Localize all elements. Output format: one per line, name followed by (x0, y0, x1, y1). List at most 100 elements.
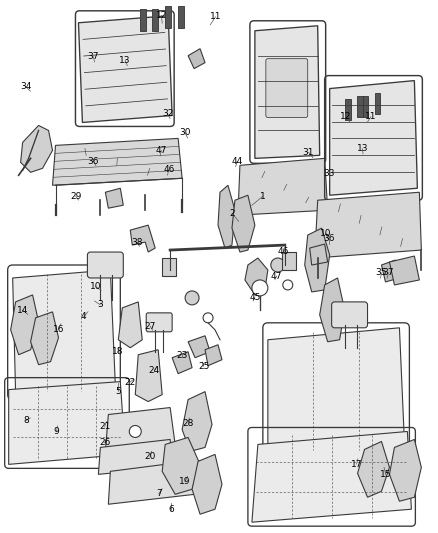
Polygon shape (381, 260, 399, 282)
Text: 21: 21 (99, 423, 110, 431)
Polygon shape (245, 258, 268, 295)
Text: 12: 12 (155, 11, 167, 20)
Text: 37: 37 (383, 269, 394, 277)
Text: 46: 46 (163, 165, 174, 174)
Polygon shape (53, 139, 182, 185)
Polygon shape (305, 228, 330, 292)
Bar (361, 95, 367, 117)
Polygon shape (192, 455, 222, 514)
Polygon shape (182, 392, 212, 451)
Polygon shape (238, 158, 328, 215)
Polygon shape (118, 302, 142, 348)
Text: 1: 1 (260, 192, 265, 201)
Polygon shape (232, 195, 255, 252)
Text: 33: 33 (323, 169, 335, 178)
Text: 11: 11 (210, 12, 221, 21)
Polygon shape (310, 244, 328, 265)
Circle shape (283, 280, 293, 290)
Circle shape (185, 291, 199, 305)
Text: 3: 3 (97, 300, 103, 309)
Bar (345, 99, 350, 120)
Bar (140, 9, 146, 31)
Text: 14: 14 (17, 305, 28, 314)
Polygon shape (268, 328, 404, 455)
Text: 17: 17 (351, 459, 362, 469)
Text: 12: 12 (340, 112, 351, 121)
FancyBboxPatch shape (266, 59, 308, 117)
Text: 22: 22 (124, 378, 135, 387)
Bar (282, 252, 296, 270)
Polygon shape (135, 350, 162, 401)
Polygon shape (106, 408, 175, 451)
Text: 47: 47 (155, 146, 167, 155)
Polygon shape (188, 336, 210, 358)
Bar (162, 258, 176, 276)
Text: 13: 13 (357, 144, 368, 153)
Circle shape (129, 425, 141, 438)
Text: 37: 37 (88, 52, 99, 61)
Polygon shape (13, 270, 115, 394)
Text: 9: 9 (54, 427, 60, 435)
Text: 10: 10 (320, 229, 332, 238)
Text: 13: 13 (120, 56, 131, 65)
Polygon shape (255, 26, 320, 158)
Bar (374, 93, 381, 115)
Polygon shape (330, 80, 417, 195)
Polygon shape (106, 188, 124, 208)
Text: 45: 45 (249, 293, 261, 302)
Polygon shape (99, 439, 172, 474)
Text: 25: 25 (198, 362, 209, 371)
Text: 7: 7 (156, 489, 162, 498)
Text: 20: 20 (145, 452, 155, 461)
Bar (178, 6, 184, 28)
Circle shape (252, 280, 268, 296)
Text: 44: 44 (232, 157, 243, 166)
Text: 26: 26 (99, 439, 110, 447)
Text: 27: 27 (145, 321, 155, 330)
Text: 31: 31 (303, 148, 314, 157)
Polygon shape (108, 462, 195, 504)
Polygon shape (218, 185, 235, 248)
Text: 18: 18 (112, 347, 124, 356)
FancyBboxPatch shape (332, 302, 367, 328)
Text: 38: 38 (131, 238, 143, 247)
Text: 11: 11 (365, 112, 377, 121)
FancyBboxPatch shape (88, 252, 124, 278)
Text: 4: 4 (81, 312, 86, 321)
Text: 47: 47 (271, 272, 283, 280)
Text: 15: 15 (380, 470, 392, 479)
Polygon shape (389, 256, 419, 285)
Polygon shape (252, 432, 411, 522)
Polygon shape (314, 192, 421, 258)
Text: 8: 8 (23, 416, 29, 425)
Text: 32: 32 (162, 109, 173, 118)
Polygon shape (31, 312, 59, 365)
Polygon shape (357, 441, 389, 497)
Text: 34: 34 (20, 83, 32, 92)
Text: 36: 36 (323, 235, 335, 244)
Bar (152, 9, 158, 31)
Polygon shape (9, 382, 125, 464)
Text: 46: 46 (278, 247, 290, 256)
Text: 6: 6 (168, 505, 174, 514)
Polygon shape (162, 438, 200, 494)
Circle shape (271, 258, 285, 272)
Bar (357, 95, 363, 117)
Text: 24: 24 (149, 366, 160, 375)
Polygon shape (188, 49, 205, 69)
Text: 28: 28 (183, 419, 194, 428)
Polygon shape (11, 295, 39, 355)
Bar (165, 6, 171, 28)
Text: 35: 35 (376, 269, 387, 277)
Text: 23: 23 (176, 351, 187, 360)
Circle shape (203, 313, 213, 323)
Text: 19: 19 (179, 477, 191, 486)
Text: 10: 10 (90, 282, 102, 291)
Polygon shape (205, 345, 222, 366)
Text: 5: 5 (115, 387, 120, 396)
Text: 30: 30 (179, 128, 191, 137)
Polygon shape (130, 225, 155, 252)
Text: 29: 29 (70, 192, 81, 201)
Text: 2: 2 (229, 209, 235, 218)
Polygon shape (21, 125, 53, 172)
